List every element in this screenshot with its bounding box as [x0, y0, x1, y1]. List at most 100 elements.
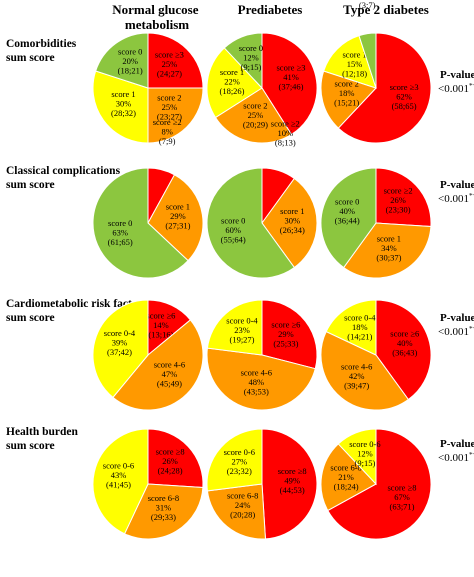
- pie-slice-score-1: [206, 47, 263, 119]
- slice-label: score 2 18% (15;21): [334, 79, 359, 108]
- slice-label: score 6-8 21% (18;24): [330, 462, 361, 491]
- slice-label: score 2 25% (20;29): [243, 101, 268, 130]
- pie-slice-score-2: [147, 87, 204, 144]
- slice-label: score 1 15% (12;18): [342, 50, 367, 79]
- pie-slice-score-0: [223, 32, 263, 90]
- pvalue-label-row-2: P-value <0.001*†‡: [438, 179, 474, 205]
- slice-label: score ≥6 14% (13;16): [146, 311, 175, 340]
- pie-slice-score-0-4: [92, 299, 149, 399]
- slice-label: score ≥3 41% (37;46): [277, 63, 306, 92]
- pvalue-value: <0.001*†‡: [438, 451, 474, 464]
- slice-label: score 6-8 31% (29;33): [148, 493, 179, 522]
- slice-label: score 0 40% (36;44): [335, 197, 360, 226]
- pie-slice-score-0: [95, 32, 149, 89]
- pie-chart: score ≥6 14% (13;16) score 4-6 47% (45;49) sco…: [92, 299, 204, 411]
- pie-slice-score-ge6: [375, 299, 432, 401]
- slice-label: score 0 12% (9;15): [239, 43, 263, 72]
- pie-chart: score ≥2 10% (8;13) score 1 30% (26;34) score …: [206, 118, 318, 279]
- slice-label: score 0-4 18% (14;21): [344, 313, 376, 342]
- slice-label: score 05%(3;7): [355, 0, 379, 10]
- pvalue-title: P-value: [440, 438, 474, 450]
- pie-chart: score ≥8 26% (24;28) score 6-8 31% (29;33) sco…: [92, 428, 204, 540]
- row-title-comorbidities: Comorbidities sum score: [6, 38, 79, 64]
- slice-label: score 2 25% (23;27): [157, 92, 182, 121]
- pvalue-title: P-value: [440, 69, 474, 81]
- slice-label: score ≥2 10% (8;13): [271, 118, 300, 147]
- pie-slice-score-1: [342, 222, 432, 279]
- pie-slice-score-ge3: [147, 32, 204, 89]
- slice-label: score 1 29% (27;31): [165, 201, 190, 230]
- pie-slice-score-ge8: [147, 428, 204, 488]
- pvalue-label-row-3: P-value <0.001*†‡: [438, 312, 474, 338]
- pvalue-value: <0.001*†‡: [438, 325, 474, 338]
- pie-slice-score-0-6: [206, 428, 263, 492]
- slice-label: score 0-4 39% (37;42): [104, 328, 136, 357]
- pie-slice-score-2: [214, 87, 293, 144]
- slice-label: score 1 30% (28;32): [111, 89, 136, 118]
- row-title-classical-complications: Classical complications sum score: [6, 165, 123, 191]
- pvalue-value: <0.001*†‡: [438, 82, 474, 95]
- pie-chart: score ≥6 40% (36;43) score 4-6 42% (39;47) sco…: [320, 299, 432, 411]
- pvalue-title: P-value: [440, 179, 474, 191]
- pie-slice-score-4-6: [206, 347, 316, 411]
- pie-slice-score-6-8: [206, 483, 266, 540]
- pie-slice-score-0: [206, 167, 296, 279]
- slice-label: score 0-4 23% (19;27): [226, 315, 258, 344]
- pvalue-value: <0.001*†‡: [438, 192, 474, 205]
- column-header-type2-diabetes: Type 2 diabetes: [343, 2, 429, 17]
- slice-label: score 0-6 43% (41;45): [103, 460, 134, 489]
- slice-label: score ≥8 67% (63;71): [388, 482, 417, 511]
- pie-slice-score-ge8: [327, 428, 432, 540]
- pie-slice-score-0-6: [337, 428, 377, 486]
- slice-label: score 6-8 24% (20;28): [227, 490, 258, 519]
- slice-label: score ≥2 26% (23;30): [384, 185, 413, 214]
- pie-slice-score-6-8: [320, 443, 377, 512]
- pie-slice-score-1: [147, 174, 204, 262]
- slice-label: score ≥3 25% (24;27): [155, 50, 184, 79]
- slice-label: score 1 30% (26;34): [280, 206, 305, 235]
- pie-chart: score ≥8 67% (63;71) score 6-8 21% (18;24)sco…: [320, 428, 432, 540]
- pie-slice-score-0: [358, 32, 377, 89]
- pie-slice-score-0-4: [325, 299, 377, 356]
- slice-label: score ≥2 8% (7;9): [153, 117, 182, 146]
- pie-chart: score ≥3 41% (37;46)score 2 25% (20;29)score…: [206, 32, 318, 144]
- pie-slice-score-0-6: [92, 428, 149, 535]
- slice-label: score 1 22% (18;26): [219, 67, 244, 96]
- pie-slice-score-1: [92, 70, 149, 144]
- pie-slice-score-ge8: [261, 428, 318, 540]
- pie-chart: score ≥3 25% (24;27)score 2 25% (23;27)score…: [92, 32, 204, 144]
- slice-label: score 4-6 48% (43;53): [241, 368, 272, 397]
- pie-slice-score-2: [320, 70, 377, 129]
- row-title-cardiometabolic-risk: Cardiometabolic risk factors sum score: [6, 298, 150, 324]
- slice-label: score 0 63% (61;65): [108, 218, 133, 247]
- slice-label: score 4-6 42% (39;47): [341, 361, 372, 390]
- slice-label: score ≥6 40% (36;43): [390, 329, 419, 358]
- pie-slice-score-ge6: [261, 299, 318, 370]
- column-header-prediabetes: Prediabetes: [238, 2, 303, 17]
- slice-label: score 0 20% (18;21): [118, 47, 143, 76]
- pie-slice-score-1: [261, 177, 318, 269]
- pie-slice-score-0: [92, 167, 189, 279]
- pie-slice-score-0: [320, 167, 377, 269]
- slice-label: score ≥8 49% (44;53): [278, 466, 307, 495]
- pie-slice-score-4-6: [320, 330, 410, 411]
- pie-chart: score ≥3 62% (58;65)score 2 18% (15;21)score…: [320, 0, 432, 144]
- pie-slice-score-4-6: [112, 319, 204, 411]
- pie-slice-score-ge2: [375, 167, 432, 227]
- slice-label: score ≥3 62% (58;65): [390, 82, 419, 111]
- column-header-normal-glucose: Normal glucose metabolism: [112, 2, 202, 32]
- row-title-health-burden: Health burden sum score: [6, 426, 81, 452]
- slice-label: score 0-6 12% (9;15): [349, 439, 380, 468]
- pvalue-label-row-4: P-value <0.001*†‡: [438, 438, 474, 464]
- pie-chart: score ≥2 26% (23;30) score 1 34% (30;37) score…: [320, 167, 432, 279]
- slice-label: score 0-6 27% (23;32): [224, 447, 255, 476]
- pvalue-title: P-value: [440, 312, 474, 324]
- slice-label: score 4-6 47% (45;49): [154, 359, 185, 388]
- pies-layer: score ≥3 25% (24;27)score 2 25% (23;27)score…: [92, 0, 432, 540]
- pie-chart: score ≥6 29% (25;33) score 4-6 48% (43;53) sco…: [206, 299, 318, 411]
- slice-label: score 0 60% (55;64): [221, 215, 246, 244]
- slice-label: score 1 34% (30;37): [376, 233, 401, 262]
- pie-chart: score ≥8 49% (44;53) score 6-8 24% (20;28) sco…: [206, 428, 318, 540]
